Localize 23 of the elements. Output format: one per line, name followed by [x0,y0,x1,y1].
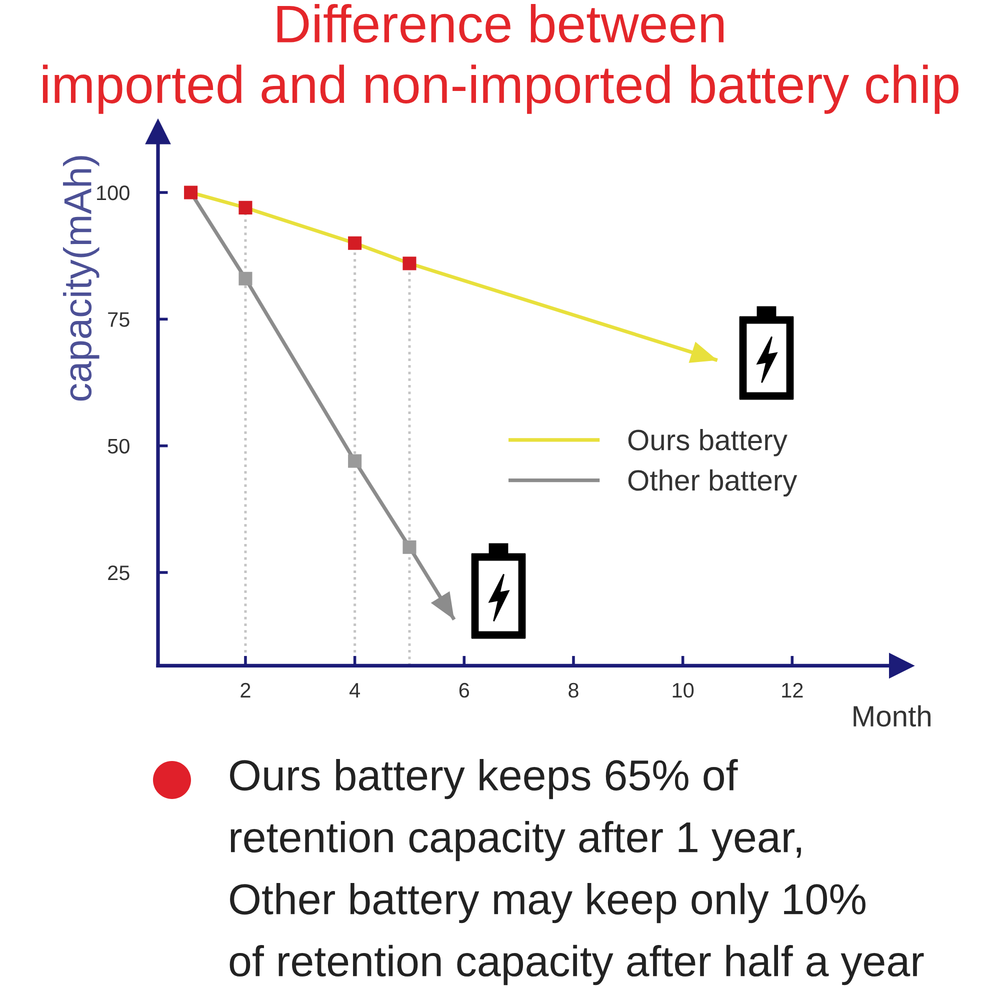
chart-title: Difference between imported and non-imported battery chip [42,4,958,114]
y-tick-label: 50 [108,438,130,454]
legend-label: Other battery [628,469,798,497]
y-axis-title: capacity(mAh) [63,156,100,401]
point [402,540,416,554]
x-tick-label: 8 [568,682,578,698]
x-tick-label: 2 [240,682,250,698]
point [402,256,416,270]
y-tick-label: 25 [108,565,130,580]
y-tick-label: 100 [97,186,130,200]
text: Ours battery keeps 65% of retention capacity after 1 year, Other battery may keep only 10% of retention capacity after half a year [230,759,924,986]
x-tick-label: 6 [459,682,470,698]
point [348,236,362,250]
y-tick-label: 75 [108,312,130,327]
legend-label: Ours battery [628,429,788,456]
x-tick-label: 10 [672,682,694,698]
x-tick-label: 4 [349,683,360,698]
point [238,272,252,286]
point [238,200,252,214]
point [348,454,362,468]
point [184,186,198,200]
x-tick-label: 12 [782,682,803,698]
x-axis-title: Month [854,705,930,727]
